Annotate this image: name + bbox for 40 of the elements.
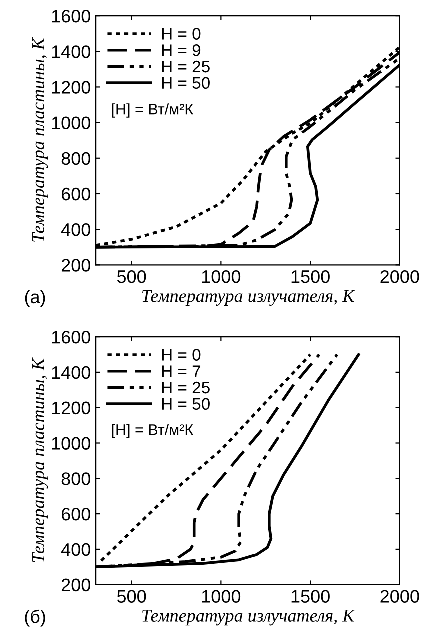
x-axis-title: Температура излучателя, К [142,610,356,626]
x-tick-label: 2000 [380,270,420,284]
text: (a) [25,290,46,308]
x-tick-label: 1500 [292,590,330,603]
y-tick-label: 400 [61,223,90,236]
x-axis-title: Температура излучателя, К [142,290,356,306]
y-tick-label: 1400 [52,46,90,58]
x-tick-label: 500 [117,270,146,284]
annotation: [H] = Вт/м²К [112,104,194,118]
legend-label: H = 0 [162,349,201,361]
y-tick-label: 1400 [52,366,90,380]
x-tick-label: 1500 [292,270,330,284]
y-tick-label: 1000 [52,116,90,130]
legend-label: H = 25 [162,382,210,394]
y-axis-title: Температура пластины, К [32,358,48,562]
y-tick-label: 1200 [52,81,90,94]
y-axis-title: Температура пластины, К [32,37,48,242]
legend-label: H = 50 [162,77,210,90]
y-tick-label: 1600 [52,10,90,23]
y-tick-label: 200 [62,578,90,592]
y-tick-label: 1200 [52,402,90,415]
legend-label: H = 7 [162,366,201,378]
x-tick-label: 1000 [202,590,241,603]
x-tick-label: 500 [117,590,146,603]
y-tick-label: 600 [62,188,90,201]
annotation: [H] = Вт/м²К [112,424,194,438]
y-tick-label: 600 [62,508,90,521]
text: (б) [25,610,46,627]
y-tick-label: 1600 [52,330,90,344]
y-tick-label: 800 [62,152,90,166]
y-tick-label: 200 [62,259,90,272]
legend-label: H = 50 [162,398,210,410]
y-tick-label: 1000 [52,437,90,450]
y-tick-label: 400 [61,543,90,556]
legend-label: H = 0 [162,28,201,40]
x-tick-label: 2000 [380,590,420,603]
legend-label: H = 25 [162,60,210,73]
y-tick-label: 800 [62,472,90,486]
legend-label: H = 9 [162,44,201,56]
x-tick-label: 1000 [202,270,241,284]
